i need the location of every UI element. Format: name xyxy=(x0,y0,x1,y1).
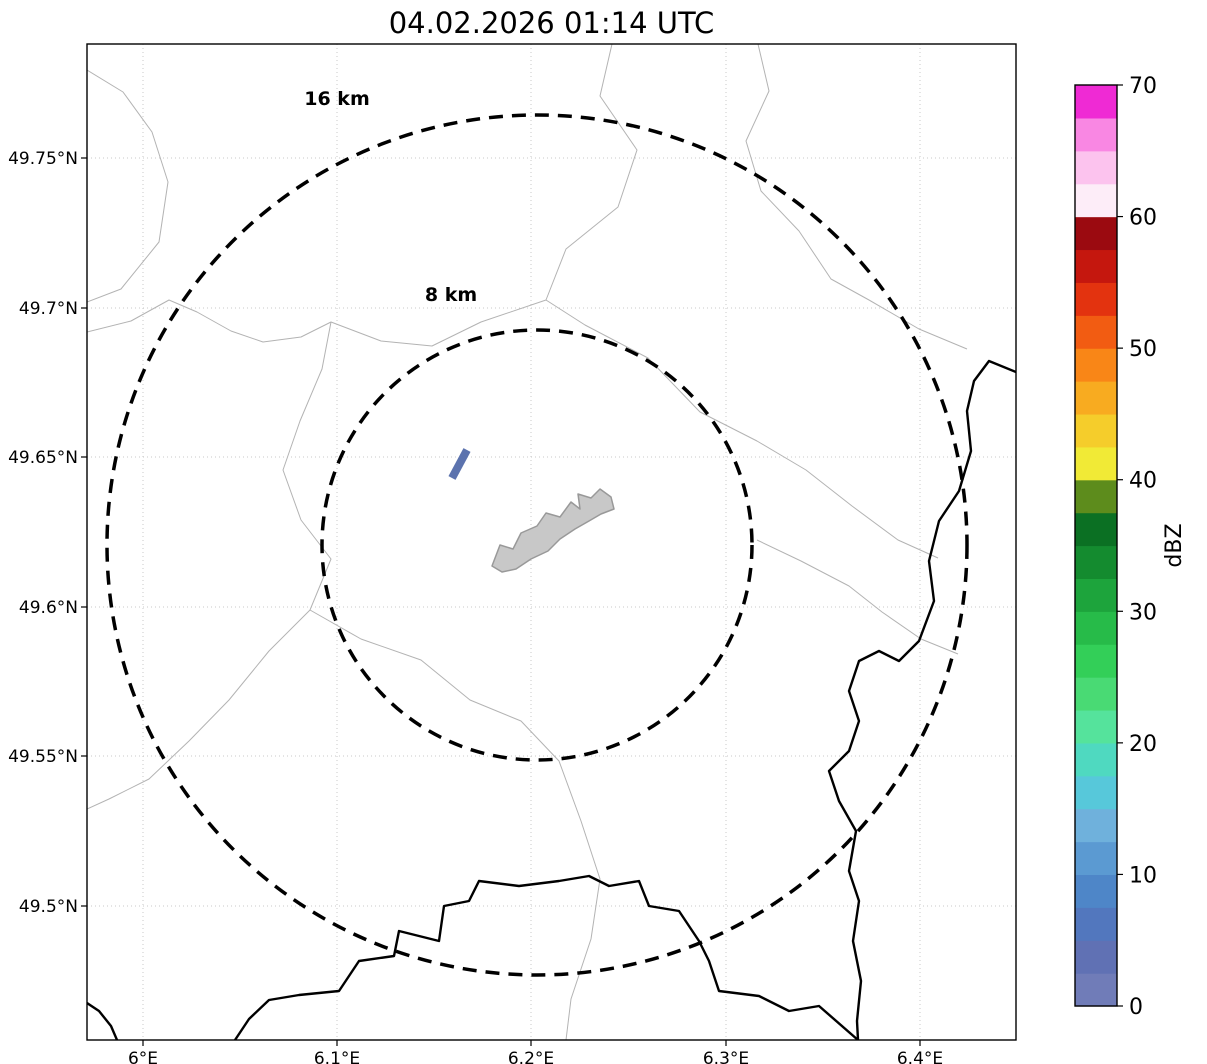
colorbar-band xyxy=(1075,775,1117,810)
colorbar-band xyxy=(1075,940,1117,974)
colorbar-tick-label: 60 xyxy=(1129,206,1157,231)
y-tick-label: 49.65°N xyxy=(8,448,78,468)
colorbar-tick-label: 70 xyxy=(1129,74,1157,99)
colorbar-band xyxy=(1075,117,1117,152)
colorbar-band xyxy=(1075,413,1117,448)
colorbar-tick-label: 40 xyxy=(1129,469,1157,494)
colorbar-band xyxy=(1075,677,1117,711)
colorbar-band xyxy=(1075,611,1117,645)
colorbar-band xyxy=(1075,874,1117,908)
admin-boundary-line xyxy=(87,299,332,810)
country-border-line xyxy=(87,1002,119,1040)
colorbar-frame xyxy=(1074,84,1118,1007)
range-ring xyxy=(320,328,754,762)
figure-title: 04.02.2026 01:14 UTC xyxy=(388,6,715,40)
admin-boundary-line xyxy=(545,44,939,559)
admin-boundary-line xyxy=(87,69,169,303)
colorbar-tick-label: 50 xyxy=(1129,337,1157,362)
colorbar-band xyxy=(1075,85,1117,119)
colorbar-band xyxy=(1075,150,1117,185)
colorbar-band xyxy=(1075,808,1117,843)
colorbar-band xyxy=(1075,709,1117,744)
colorbar-band xyxy=(1075,742,1117,777)
y-tick-label: 49.5°N xyxy=(19,897,78,917)
colorbar-axis-label: dBZ xyxy=(1162,523,1187,567)
x-tick-label: 6°E xyxy=(128,1049,158,1064)
colorbar-band xyxy=(1075,545,1117,579)
colorbar-tick-label: 0 xyxy=(1129,995,1143,1020)
admin-boundary-line xyxy=(756,539,959,655)
range-ring-label: 8 km xyxy=(425,284,477,306)
admin-boundary-line xyxy=(330,299,547,347)
colorbar-band xyxy=(1075,216,1117,251)
map-content xyxy=(87,44,1016,1040)
y-tick-label: 49.55°N xyxy=(8,747,78,767)
colorbar-band xyxy=(1075,907,1117,941)
colorbar-band xyxy=(1075,446,1117,481)
colorbar-band xyxy=(1075,644,1117,678)
colorbar-band xyxy=(1075,183,1117,218)
country-border-line xyxy=(827,359,1016,1040)
urban-area-polygon xyxy=(491,488,615,573)
colorbar-band xyxy=(1075,348,1117,382)
colorbar-tick-label: 30 xyxy=(1129,600,1157,625)
colorbar-tick-label: 20 xyxy=(1129,732,1157,757)
x-tick-label: 6.4°E xyxy=(897,1049,943,1064)
admin-boundary-line xyxy=(745,44,968,350)
colorbar-band xyxy=(1075,249,1117,283)
y-tick-label: 49.6°N xyxy=(19,598,78,618)
x-tick-label: 6.3°E xyxy=(703,1049,749,1064)
x-tick-label: 6.1°E xyxy=(314,1049,360,1064)
colorbar-band xyxy=(1075,512,1117,547)
colorbar-band xyxy=(1075,282,1117,316)
country-border-line xyxy=(234,874,859,1040)
colorbar-band xyxy=(1075,841,1117,876)
radar-echo xyxy=(448,448,471,480)
admin-boundary-line xyxy=(309,609,601,1040)
colorbar-band xyxy=(1075,381,1117,415)
colorbar-band xyxy=(1075,479,1117,514)
colorbar-band xyxy=(1075,315,1117,349)
range-ring xyxy=(105,113,969,977)
plot-frame xyxy=(86,43,1017,1041)
colorbar-tick-label: 10 xyxy=(1129,863,1157,888)
y-tick-label: 49.75°N xyxy=(8,149,78,169)
x-tick-label: 6.2°E xyxy=(508,1049,554,1064)
colorbar-band xyxy=(1075,578,1117,612)
range-ring-label: 16 km xyxy=(304,88,370,110)
y-tick-label: 49.7°N xyxy=(19,299,78,319)
colorbar-band xyxy=(1075,973,1117,1007)
